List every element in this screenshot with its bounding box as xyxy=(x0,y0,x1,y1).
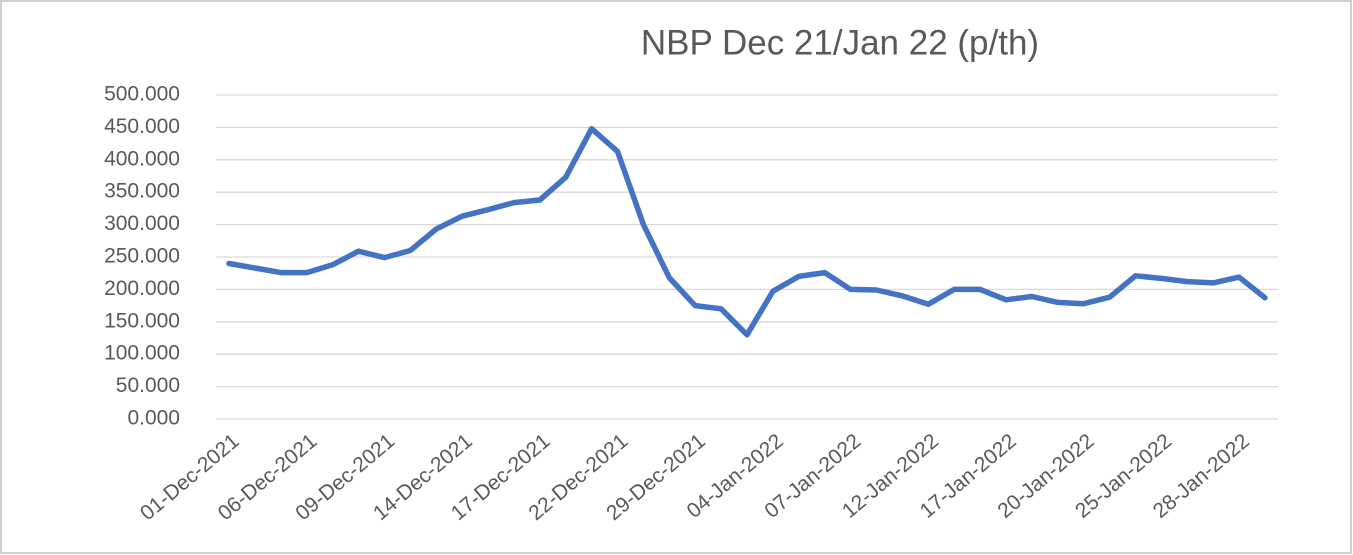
y-tick-label: 300.000 xyxy=(104,212,180,235)
y-tick-label: 100.000 xyxy=(104,342,180,365)
y-tick-label: 50.000 xyxy=(116,374,180,397)
y-tick-label: 400.000 xyxy=(104,147,180,170)
y-tick-label: 200.000 xyxy=(104,277,180,300)
chart-title: NBP Dec 21/Jan 22 (p/th) xyxy=(641,23,1039,62)
y-tick-label: 350.000 xyxy=(104,180,180,203)
y-tick-label: 250.000 xyxy=(104,245,180,268)
data-line xyxy=(226,125,1268,338)
y-tick-label: 150.000 xyxy=(104,309,180,332)
y-tick-label: 450.000 xyxy=(104,115,180,138)
y-tick-label: 500.000 xyxy=(104,83,180,106)
y-tick-label: 0.000 xyxy=(127,407,180,430)
